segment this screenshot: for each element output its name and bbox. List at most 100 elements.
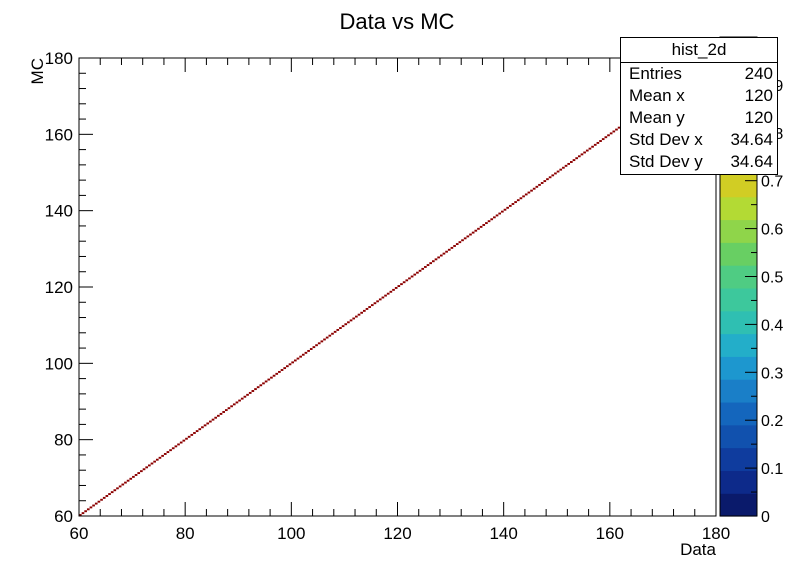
heatmap-bin: [352, 317, 356, 320]
heatmap-bin: [386, 292, 390, 295]
color-scale-swatch: [720, 310, 757, 335]
heatmap-bin: [554, 172, 557, 175]
heatmap-bin: [591, 145, 594, 148]
heatmap-bin: [169, 449, 172, 452]
heatmap-bin: [267, 378, 271, 381]
heatmap-bin: [439, 254, 443, 257]
heatmap-bin: [286, 365, 289, 368]
color-scale-swatch: [720, 356, 757, 380]
heatmap-bin: [161, 454, 164, 457]
heatmap-bin: [190, 433, 194, 436]
heatmap-bin: [203, 424, 207, 427]
heatmap-bin: [132, 475, 135, 478]
heatmap-bin: [516, 199, 520, 202]
color-scale-tick-label: 0.3: [761, 365, 783, 382]
heatmap-bin: [583, 151, 586, 154]
heatmap-bin: [238, 399, 241, 402]
heatmap-bin: [341, 325, 345, 328]
heatmap-bin: [209, 420, 212, 423]
x-tick-label: 180: [702, 524, 730, 543]
heatmap-bin: [567, 162, 571, 165]
heatmap-bin: [397, 285, 401, 287]
x-tick-label: 120: [383, 524, 411, 543]
heatmap-bin: [580, 153, 584, 156]
heatmap-bin: [551, 174, 555, 177]
stats-box: hist_2d Entries 240 Mean x 120 Mean y 12…: [620, 37, 778, 175]
heatmap-bin: [463, 237, 467, 240]
heatmap-bin: [445, 250, 448, 253]
heatmap-bin: [577, 155, 581, 158]
heatmap-bin: [617, 126, 621, 129]
y-tick-label: 180: [45, 49, 73, 68]
heatmap-bin: [501, 210, 504, 213]
y-tick-label: 80: [54, 431, 73, 450]
heatmap-bin: [543, 180, 547, 183]
heatmap-bin: [416, 271, 419, 274]
heatmap-bin: [344, 323, 348, 326]
color-scale-swatch: [720, 447, 757, 471]
heatmap-bin: [535, 185, 539, 188]
heatmap-bin: [105, 495, 109, 497]
heatmap-bin: [596, 141, 600, 144]
heatmap-bin: [230, 405, 233, 408]
heatmap-bin: [506, 206, 509, 209]
heatmap-bin: [402, 281, 406, 284]
heatmap-bin: [235, 401, 239, 404]
heatmap-bin: [259, 384, 263, 387]
heatmap-bin: [79, 514, 82, 516]
heatmap-bin: [604, 136, 608, 139]
heatmap-bin: [315, 344, 318, 347]
heatmap-bin: [482, 224, 486, 226]
heatmap-bin: [588, 147, 592, 150]
heatmap-bin: [381, 296, 385, 299]
heatmap-bin: [232, 403, 236, 406]
heatmap-bin: [275, 372, 279, 375]
heatmap-bin: [126, 479, 130, 482]
heatmap-bin: [153, 460, 156, 463]
color-scale-swatch: [720, 242, 757, 266]
heatmap-bin: [224, 409, 228, 412]
heatmap-bin: [612, 130, 616, 133]
heatmap-bin: [270, 376, 273, 379]
heatmap-bin: [469, 233, 472, 236]
heatmap-bin: [421, 267, 425, 270]
heatmap-bin: [92, 504, 95, 507]
heatmap-bin: [206, 422, 210, 425]
heatmap-bin: [256, 386, 260, 389]
heatmap-bin: [254, 388, 257, 391]
heatmap-bin: [609, 132, 613, 135]
heatmap-bin: [503, 208, 507, 211]
heatmap-bin: [201, 426, 204, 429]
x-axis-label: Data: [680, 540, 716, 559]
heatmap-bin: [400, 283, 403, 286]
heatmap-bin: [299, 355, 302, 358]
heatmap-bin: [450, 246, 454, 249]
heatmap-bin: [527, 191, 531, 194]
heatmap-bin: [94, 502, 98, 505]
heatmap-bin: [384, 294, 387, 297]
heatmap-bin: [556, 170, 560, 173]
heatmap-bin: [333, 330, 337, 333]
heatmap-bin: [280, 369, 284, 371]
color-scale-swatch: [720, 333, 757, 357]
stats-row-std-x: Std Dev x 34.64: [621, 129, 777, 151]
color-scale-swatch: [720, 493, 757, 517]
heatmap-bin: [607, 134, 610, 137]
heatmap-bin: [272, 374, 276, 377]
color-scale-tick-label: 0.2: [761, 413, 783, 430]
color-scale-swatch: [720, 401, 757, 426]
heatmap-bin: [217, 414, 220, 417]
heatmap-bin: [546, 178, 549, 181]
heatmap-bin: [455, 243, 459, 246]
heatmap-bin: [519, 197, 523, 200]
heatmap-bin: [171, 447, 175, 450]
color-scale-swatch: [720, 265, 757, 289]
heatmap-bin: [548, 176, 552, 179]
heatmap-bin: [86, 508, 90, 511]
heatmap-bin: [474, 229, 478, 232]
heatmap-bin: [471, 231, 475, 234]
stats-row-std-y: Std Dev y 34.64: [621, 151, 777, 173]
heatmap-bin: [179, 441, 183, 444]
heatmap-bin: [89, 506, 93, 509]
heatmap-bin: [370, 304, 374, 307]
